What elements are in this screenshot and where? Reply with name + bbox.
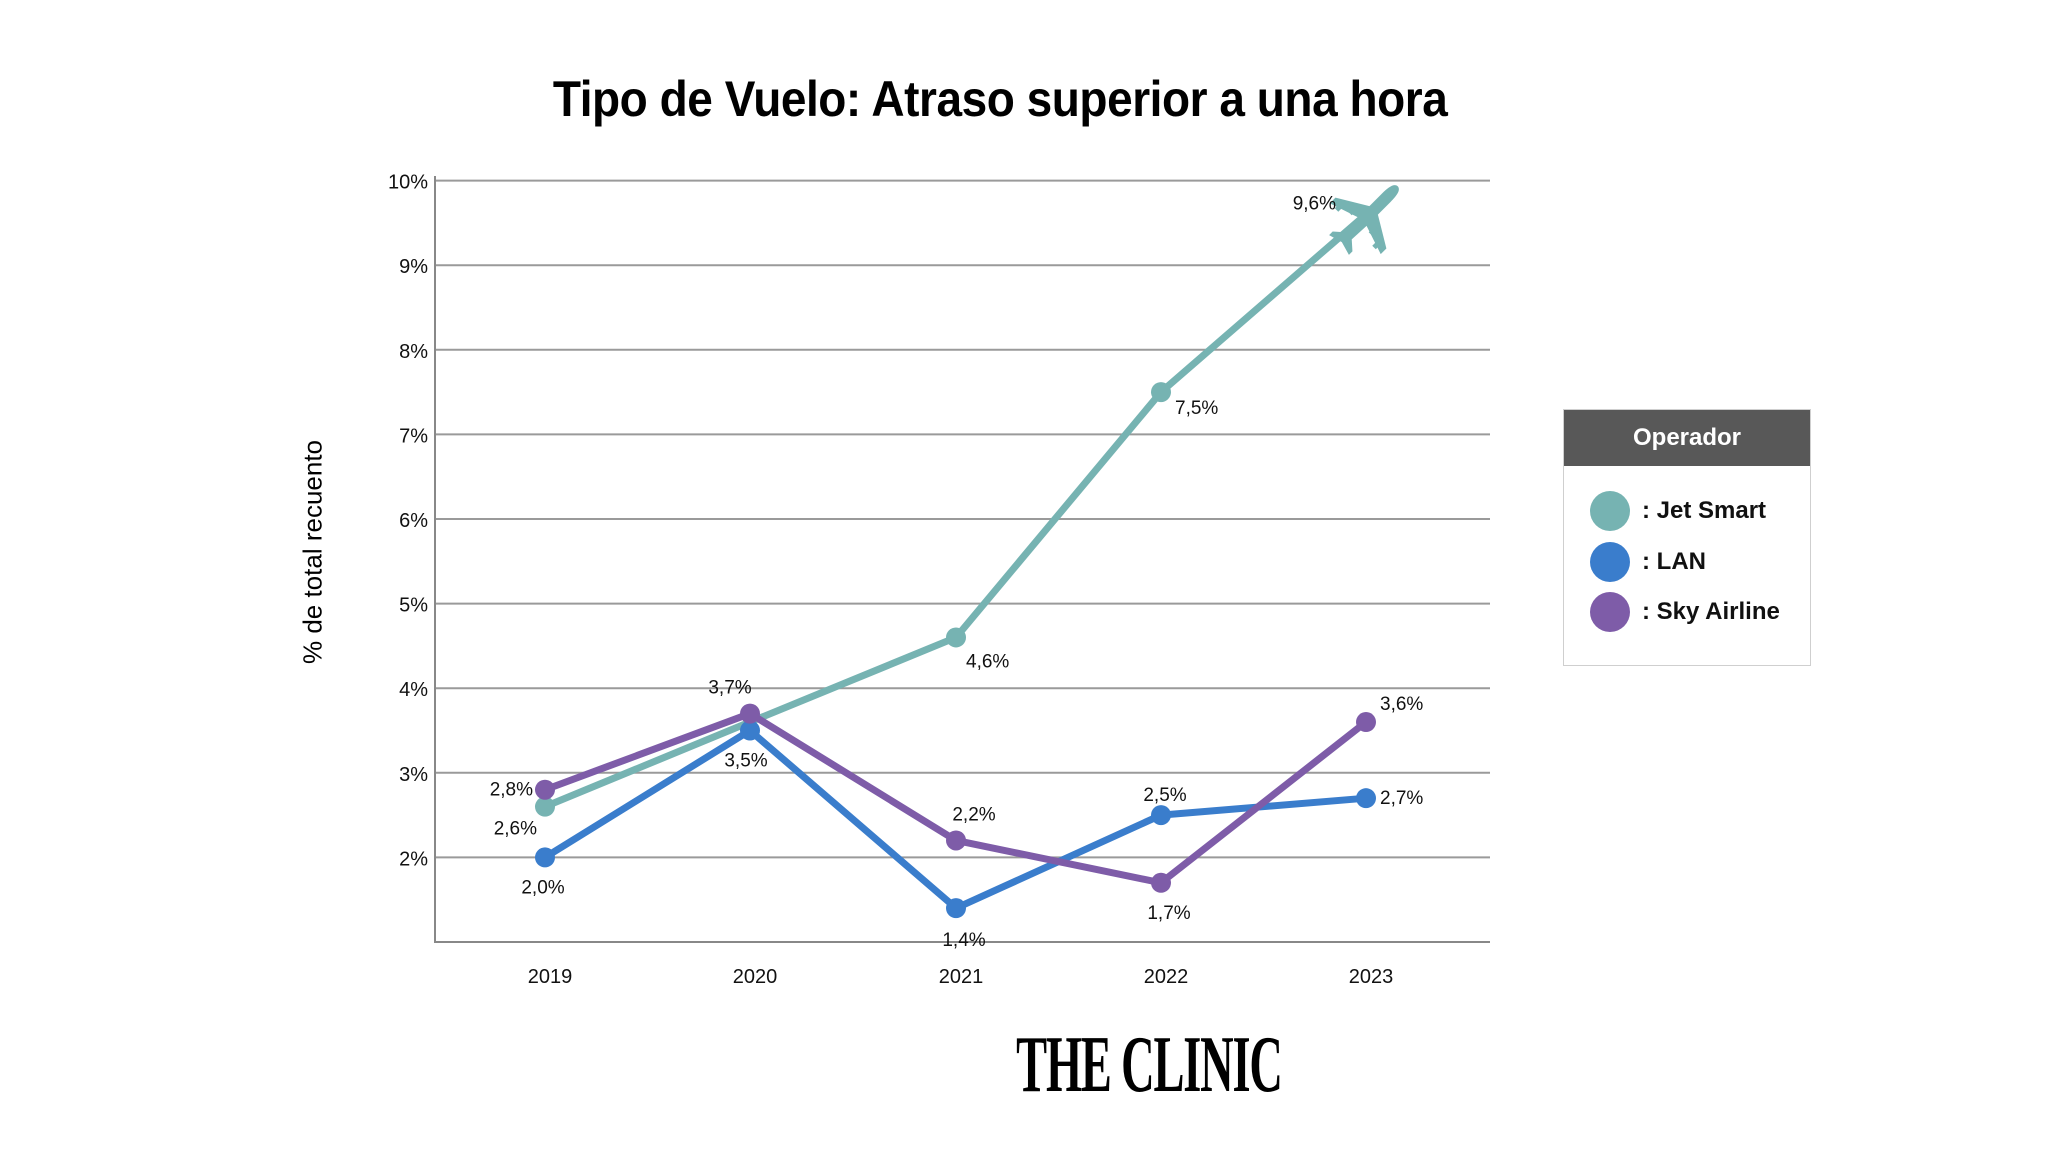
legend-label: : Jet Smart: [1642, 497, 1767, 524]
data-point: [1356, 712, 1376, 733]
x-tick-label: 2019: [528, 966, 573, 988]
data-point: [535, 847, 555, 868]
y-tick-label: 3%: [399, 764, 428, 786]
data-point: [946, 627, 966, 648]
data-point: [1151, 382, 1171, 403]
y-tick-label: 7%: [399, 425, 428, 447]
legend: Operador : Jet Smart : LAN : Sky Airline: [1563, 409, 1811, 666]
jet-smart-swatch-icon: [1590, 491, 1630, 531]
the-clinic-logo: THE CLINIC: [920, 1020, 1283, 1111]
y-tick-label: 9%: [399, 256, 428, 278]
data-point: [535, 779, 555, 800]
airplane-body: [1329, 185, 1399, 255]
data-label: 2,8%: [490, 780, 533, 801]
data-point: [535, 796, 555, 817]
data-label: 3,5%: [724, 751, 767, 772]
data-point: [740, 720, 760, 741]
data-point: [946, 830, 966, 851]
x-tick-label: 2021: [939, 966, 984, 988]
data-label: 3,7%: [708, 678, 751, 699]
data-point: [1151, 805, 1171, 826]
lan-swatch-icon: [1590, 542, 1630, 582]
data-label: 3,6%: [1380, 694, 1423, 715]
data-label: 2,7%: [1380, 788, 1423, 809]
x-tick-label: 2020: [733, 966, 778, 988]
legend-item-jet-smart[interactable]: : Jet Smart: [1590, 491, 1766, 531]
data-label: 2,6%: [494, 819, 537, 840]
data-point: [1151, 872, 1171, 893]
logo-text: THE CLINIC: [1016, 1021, 1283, 1109]
chart-title: Tipo de Vuelo: Atraso superior a una hor…: [0, 70, 2000, 128]
y-tick-label: 4%: [399, 679, 428, 701]
y-tick-label: 5%: [399, 595, 428, 617]
y-tick-label: 10%: [388, 172, 428, 194]
series-lines: [535, 211, 1376, 919]
data-point: [946, 898, 966, 919]
series-line-jet-smart: [543, 211, 1369, 810]
engine: [1368, 225, 1379, 236]
y-tick-label: 8%: [399, 341, 428, 363]
engine: [1348, 205, 1359, 216]
data-point: [740, 703, 760, 724]
data-label: 2,0%: [521, 877, 564, 898]
engine: [1334, 201, 1345, 212]
gridlines: [435, 179, 1490, 859]
legend-label: : LAN: [1642, 548, 1706, 575]
data-label: 1,4%: [942, 930, 985, 951]
sky-airline-swatch-icon: [1590, 592, 1630, 632]
data-point: [1356, 788, 1376, 809]
legend-item-lan[interactable]: : LAN: [1590, 542, 1706, 582]
x-tick-label: 2022: [1144, 966, 1189, 988]
data-label: 9,6%: [1293, 193, 1336, 214]
data-label: 2,2%: [952, 804, 995, 825]
y-tick-labels: 2% 3% 4% 5% 6% 7% 8% 9% 10%: [388, 172, 428, 871]
data-label: 1,7%: [1147, 903, 1190, 924]
legend-label: : Sky Airline: [1642, 598, 1780, 625]
data-label: 4,6%: [966, 651, 1009, 672]
x-tick-label: 2023: [1349, 966, 1394, 988]
legend-item-sky-airline[interactable]: : Sky Airline: [1590, 592, 1780, 632]
data-labels: 2,6% 4,6% 7,5% 9,6% 2,0% 3,5% 1,4% 2,5% 2,7% 2,8%…: [490, 193, 1424, 951]
y-tick-label: 6%: [399, 510, 428, 532]
airplane-shape: [1329, 185, 1399, 255]
data-label: 2,5%: [1143, 785, 1186, 806]
engine: [1372, 239, 1383, 250]
legend-title: Operador: [1564, 410, 1810, 466]
airplane-icon: [1329, 185, 1399, 255]
chart-title-text: Tipo de Vuelo: Atraso superior a una hor…: [552, 71, 1448, 127]
data-label: 7,5%: [1175, 398, 1218, 419]
x-tick-labels: 2019 2020 2021 2022 2023: [528, 966, 1394, 988]
axes: [434, 176, 1490, 943]
y-tick-label: 2%: [399, 848, 428, 870]
